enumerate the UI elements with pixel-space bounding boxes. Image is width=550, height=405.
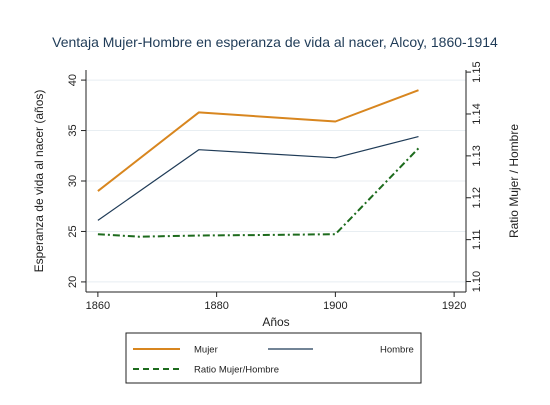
x-tick-label: 1860	[86, 300, 110, 312]
y-tick-label-left: 30	[67, 175, 79, 187]
x-axis-title: Años	[262, 315, 289, 329]
y-tick-label-right: 1.15	[471, 61, 483, 82]
y-tick-label-right: 1.10	[471, 271, 483, 292]
chart-title: Ventaja Mujer-Hombre en esperanza de vid…	[52, 34, 498, 50]
series-line-mujer	[97, 89, 419, 192]
y-tick-label-right: 1.11	[471, 229, 483, 250]
x-tick-label: 1880	[204, 300, 228, 312]
y-tick-label-right: 1.13	[471, 145, 483, 166]
y-axis-title-left: Esperanza de vida al nacer (años)	[32, 90, 46, 273]
legend-label: Ratio Mujer/Hombre	[194, 365, 279, 376]
series-line-ratio-mujer-hombre	[97, 147, 420, 238]
y-tick-label-right: 1.14	[471, 103, 483, 124]
x-tick-label: 1920	[442, 300, 466, 312]
legend-label: Hombre	[380, 345, 414, 356]
y-tick-label-right: 1.12	[471, 187, 483, 208]
y-tick-label-left: 20	[67, 276, 79, 288]
series-line-hombre	[97, 136, 419, 221]
y-tick-label-left: 25	[67, 225, 79, 237]
y-tick-label-left: 35	[67, 124, 79, 136]
y-tick-label-left: 40	[67, 74, 79, 86]
x-tick-label: 1900	[323, 300, 347, 312]
y-axis-title-right: Ratio Mujer / Hombre	[507, 124, 521, 238]
legend-box	[125, 332, 422, 384]
legend-label: Mujer	[194, 345, 218, 356]
